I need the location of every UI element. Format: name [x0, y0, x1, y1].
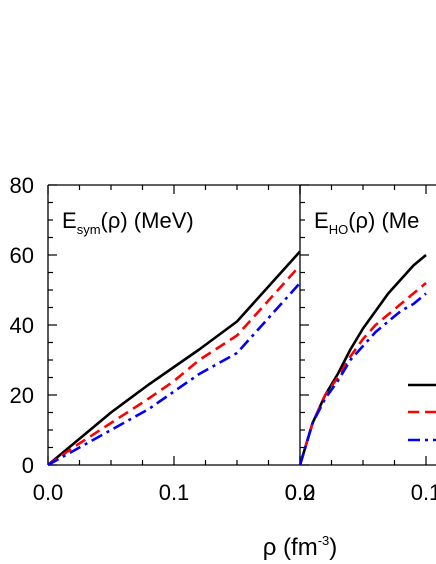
series-line-panel1-2: [48, 264, 300, 467]
x-tick-label: 0.0: [33, 480, 64, 505]
x-tick-label: 0.1: [159, 480, 190, 505]
series-line-panel2-2: [300, 282, 427, 466]
panel-title-1: Esym(ρ) (MeV): [62, 208, 194, 237]
series-line-panel1-1: [48, 250, 300, 466]
x-tick-label: 0.0: [285, 480, 316, 505]
series-layer: [48, 250, 427, 467]
series-line-panel2-1: [300, 254, 427, 466]
series-line-panel1-3: [48, 282, 300, 467]
series-line-panel2-3: [300, 292, 427, 466]
y-tick-label: 20: [10, 383, 34, 408]
x-axis-label: ρ (fm-3): [263, 533, 338, 561]
x-tick-label: 0.1: [411, 480, 436, 505]
y-tick-label: 0: [22, 453, 34, 478]
x-tick-label: 0.2: [285, 480, 316, 505]
panel-title-2: EHO(ρ) (Me: [314, 208, 419, 237]
y-tick-label: 40: [10, 313, 34, 338]
y-tick-label: 80: [10, 173, 34, 198]
text-layer: 0.0 0.1 0.2 Esym(ρ) (MeV) 0.0 0.1 EHO(ρ) (Me 0 2…: [10, 173, 436, 561]
y-tick-label: 60: [10, 243, 34, 268]
tick-layer: [47, 184, 427, 466]
legend: [408, 383, 436, 442]
